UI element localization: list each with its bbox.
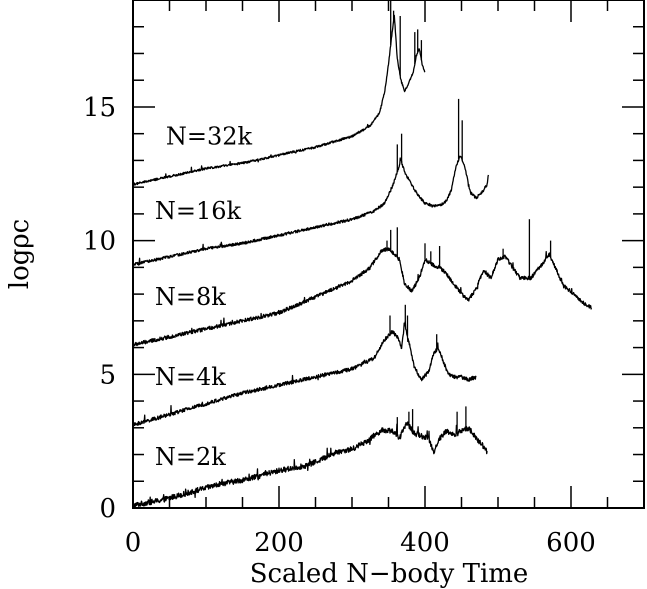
series-line-n-32k	[132, 14, 426, 186]
series-label: N=4k	[155, 363, 226, 391]
series-line-n-4k	[132, 320, 477, 427]
series-layer	[132, 0, 593, 508]
x-tick-label: 0	[125, 528, 142, 558]
x-tick-label: 600	[546, 528, 596, 558]
y-tick-label: 0	[99, 494, 116, 524]
series-label: N=2k	[155, 443, 226, 471]
y-tick-label: 5	[99, 360, 116, 390]
series-label: N=32k	[166, 122, 253, 150]
tick-labels-layer: 0 200 400 600 0 5 10 15	[83, 93, 596, 558]
series-labels-layer: N=2k N=4k N=8k N=16k N=32k	[155, 122, 253, 471]
series-line-n-2k	[132, 421, 488, 508]
x-tick-label: 200	[254, 528, 304, 558]
series-line-n-8k	[132, 247, 593, 347]
x-tick-label: 400	[400, 528, 450, 558]
x-axis-title: Scaled N−body Time	[250, 559, 529, 589]
y-axis-title: logρc	[5, 219, 35, 289]
plot-frame	[132, 0, 645, 509]
y-tick-label: 10	[83, 227, 116, 257]
series-line-n-16k	[132, 155, 490, 266]
series-label: N=8k	[155, 283, 226, 311]
y-tick-label: 15	[83, 93, 116, 123]
series-label: N=16k	[155, 197, 242, 225]
